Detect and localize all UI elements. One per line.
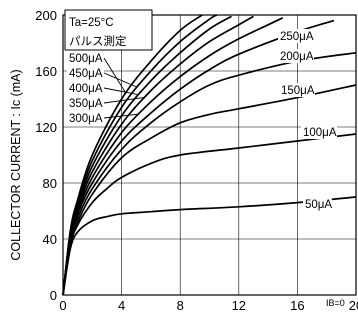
series-label-bg <box>67 66 104 79</box>
series-label-bg <box>67 51 104 64</box>
series-label-50ua: 50μA <box>305 199 332 211</box>
curve-100ua <box>62 133 357 296</box>
x-tick-label: 16 <box>290 298 304 313</box>
x-tick-label: 8 <box>177 298 184 313</box>
pulse-label: パルス測定 <box>69 34 127 48</box>
series-label-bg <box>278 29 314 43</box>
leader-line <box>103 113 140 119</box>
leader-line <box>103 72 138 88</box>
x-tick-label: 4 <box>118 298 125 313</box>
x-tick-label: 20 <box>349 298 358 313</box>
series-label-200ua: 200μA <box>280 51 314 63</box>
base-current-note: IB=0 <box>326 298 345 308</box>
series-label-450ua: 450μA <box>69 68 103 80</box>
y-tick-label: 40 <box>43 232 57 247</box>
leader-line <box>103 96 146 104</box>
curve-200ua <box>62 51 357 296</box>
leader-line <box>103 87 140 96</box>
series-label-250ua: 250μA <box>280 31 314 43</box>
series-label-350ua: 350μA <box>69 98 103 110</box>
y-tick-label: 80 <box>43 176 57 191</box>
series-label-100ua: 100μA <box>303 127 337 139</box>
series-label-bg <box>301 125 337 139</box>
series-label-bg <box>67 111 104 124</box>
curve-50ua <box>62 196 357 296</box>
series-label-500ua: 500μA <box>69 53 103 65</box>
plot-frame <box>62 14 357 296</box>
y-tick-label: 0 <box>50 288 57 303</box>
temperature-label: Ta=25°C <box>69 17 114 29</box>
series-label-bg <box>278 49 314 63</box>
series-label-bg <box>279 83 315 97</box>
curve-150ua <box>62 84 357 296</box>
series-label-150ua: 150μA <box>281 85 315 97</box>
leader-line <box>103 57 127 94</box>
y-tick-label: 160 <box>35 64 57 79</box>
series-label-400ua: 400μA <box>69 83 103 95</box>
y-axis-label: COLLECTOR CURRENT : Ic (mA) <box>9 69 23 260</box>
x-tick-label: 0 <box>59 298 66 313</box>
curve-layer <box>62 14 357 296</box>
curve-500ua <box>62 14 203 296</box>
series-label-300ua: 300μA <box>69 113 103 125</box>
x-tick-label: 12 <box>232 298 246 313</box>
series-label-bg <box>67 96 104 109</box>
y-tick-label: 200 <box>35 8 57 23</box>
series-label-bg <box>303 197 332 211</box>
series-label-bg <box>67 81 104 94</box>
label-layer: 04812162004080120160200250μA200μA150μA10… <box>35 8 358 313</box>
condition-box <box>64 9 153 51</box>
y-tick-label: 120 <box>35 120 57 135</box>
